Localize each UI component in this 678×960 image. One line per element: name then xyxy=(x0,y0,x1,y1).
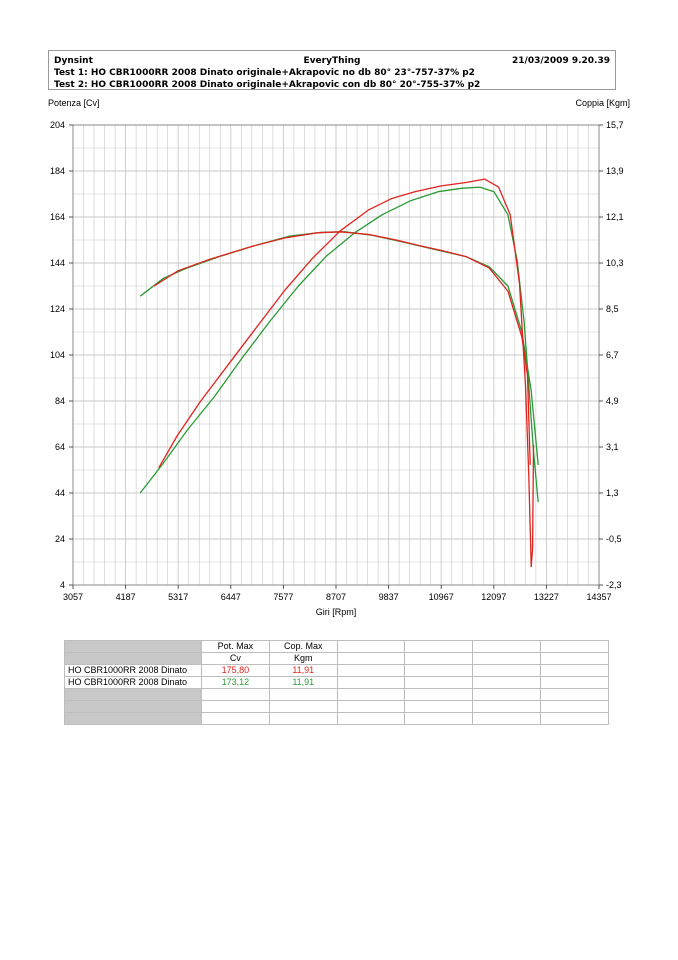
pot-value: 173,12 xyxy=(201,676,270,689)
y2-tick-label: 12,1 xyxy=(606,212,624,222)
y-tick-label: 144 xyxy=(50,258,65,268)
x-tick-label: 4187 xyxy=(116,592,136,602)
y-tick-label: 164 xyxy=(50,212,65,222)
report-header: Dynsint EveryThing 21/03/2009 9.20.39 Te… xyxy=(48,50,616,90)
y2-tick-label: 3,1 xyxy=(606,442,619,452)
test1-description: Test 1: HO CBR1000RR 2008 Dinato origina… xyxy=(54,68,475,78)
y-tick-label: 64 xyxy=(55,442,65,452)
y2-tick-label: -2,3 xyxy=(606,580,622,590)
y-tick-label: 124 xyxy=(50,304,65,314)
app-name: Dynsint xyxy=(54,56,93,66)
row-label: HO CBR1000RR 2008 Dinato xyxy=(64,676,202,689)
y2-tick-label: -0,5 xyxy=(606,534,622,544)
y2-tick-label: 1,3 xyxy=(606,488,619,498)
table-row xyxy=(64,688,609,701)
y2-axis-label: Coppia [Kgm] xyxy=(575,98,630,108)
results-header-row: Pot. Max Cop. Max xyxy=(64,640,609,653)
y-tick-label: 4 xyxy=(60,580,65,590)
report-datetime: 21/03/2009 9.20.39 xyxy=(512,56,610,66)
x-tick-label: 12097 xyxy=(481,592,506,602)
y-tick-label: 104 xyxy=(50,350,65,360)
power-curve xyxy=(139,186,539,503)
torque-curve xyxy=(139,231,539,465)
x-tick-label: 10967 xyxy=(429,592,454,602)
table-row xyxy=(64,700,609,713)
cop-max-header: Cop. Max xyxy=(268,640,338,653)
pot-max-header: Pot. Max xyxy=(201,640,270,653)
x-axis-label: Giri [Rpm] xyxy=(316,607,357,617)
dyno-chart: 3057 4187 5317 6447 7577 8707 9837 10967 12097 13… xyxy=(50,120,624,617)
cop-value: 11,91 xyxy=(268,676,338,689)
table-row xyxy=(64,712,609,725)
y-tick-label: 184 xyxy=(50,166,65,176)
y-tick-label: 44 xyxy=(55,488,65,498)
y-tick-label: 24 xyxy=(55,534,65,544)
cop-value: 11,91 xyxy=(268,664,338,677)
x-tick-label: 5317 xyxy=(168,592,188,602)
x-tick-label: 14357 xyxy=(586,592,611,602)
x-tick-label: 8707 xyxy=(326,592,346,602)
center-title: EveryThing xyxy=(303,56,361,66)
y-axis-label: Potenza [Cv] xyxy=(48,98,100,108)
y2-tick-label: 13,9 xyxy=(606,166,624,176)
y2-tick-label: 8,5 xyxy=(606,304,619,314)
torque-curve xyxy=(153,231,531,465)
table-row: HO CBR1000RR 2008 Dinato 175,80 11,91 xyxy=(64,664,609,677)
y-tick-label: 84 xyxy=(55,396,65,406)
x-tick-label: 6447 xyxy=(221,592,241,602)
x-tick-label: 9837 xyxy=(379,592,399,602)
y-tick-label: 204 xyxy=(50,120,65,130)
y2-tick-label: 4,9 xyxy=(606,396,619,406)
results-unit-row: Cv Kgm xyxy=(64,652,609,665)
pot-value: 175,80 xyxy=(201,664,270,677)
test2-description: Test 2: HO CBR1000RR 2008 Dinato origina… xyxy=(54,80,481,90)
y2-tick-label: 15,7 xyxy=(606,120,624,130)
results-table: Pot. Max Cop. Max Cv Kgm HO CBR1000RR 20… xyxy=(64,640,609,725)
x-tick-label: 7577 xyxy=(273,592,293,602)
y2-tick-label: 10,3 xyxy=(606,258,624,268)
x-tick-label: 13227 xyxy=(534,592,559,602)
table-row: HO CBR1000RR 2008 Dinato 173,12 11,91 xyxy=(64,676,609,689)
row-label: HO CBR1000RR 2008 Dinato xyxy=(64,664,202,677)
pot-unit: Cv xyxy=(201,652,270,665)
power-curve xyxy=(158,178,535,568)
y2-tick-label: 6,7 xyxy=(606,350,619,360)
x-tick-label: 3057 xyxy=(63,592,83,602)
cop-unit: Kgm xyxy=(268,652,338,665)
